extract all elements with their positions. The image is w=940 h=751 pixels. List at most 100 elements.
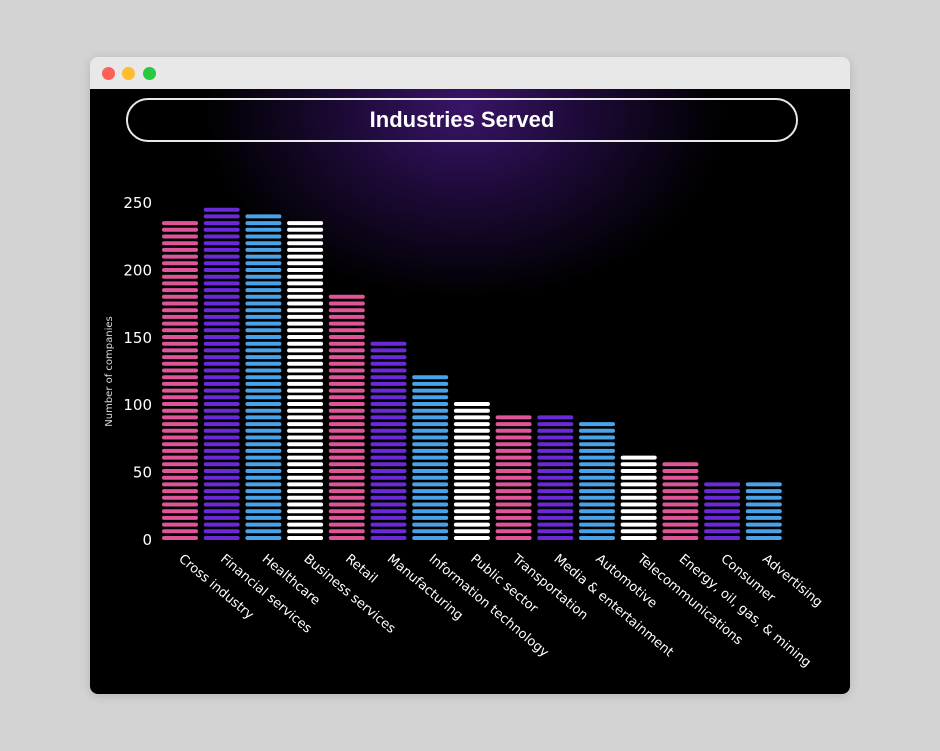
bar-segment bbox=[245, 395, 282, 400]
bar-segment bbox=[328, 482, 365, 487]
bar-segment bbox=[162, 515, 198, 520]
bar-segment bbox=[412, 415, 449, 420]
bar-segment bbox=[162, 522, 198, 527]
bar-segment bbox=[203, 274, 240, 279]
bar-segment bbox=[287, 341, 324, 346]
category-label: Manufacturing bbox=[384, 552, 466, 624]
bar-segment bbox=[662, 462, 699, 467]
bar-segment bbox=[328, 469, 365, 473]
bar-segment bbox=[328, 522, 365, 527]
bar-segment bbox=[162, 308, 198, 313]
bar-segment bbox=[704, 529, 741, 534]
bar-segment bbox=[745, 482, 782, 487]
bar-segment bbox=[245, 482, 282, 487]
bar-segment bbox=[245, 268, 282, 272]
bar-segment bbox=[203, 227, 240, 232]
bar bbox=[328, 294, 365, 540]
bar-segment bbox=[328, 428, 365, 433]
bar-segment bbox=[579, 502, 615, 507]
bar-segment bbox=[203, 247, 240, 252]
bar-segment bbox=[579, 422, 615, 427]
bar-segment bbox=[453, 415, 490, 420]
bar-segment bbox=[370, 509, 407, 514]
bar-segment bbox=[370, 375, 407, 380]
bar-segment bbox=[245, 221, 282, 226]
bar-segment bbox=[328, 335, 365, 339]
bar-segment bbox=[245, 455, 282, 460]
bar-segment bbox=[245, 254, 282, 259]
bar-segment bbox=[245, 381, 282, 386]
bar-segment bbox=[203, 355, 240, 360]
bar-segment bbox=[620, 522, 657, 527]
bar-segment bbox=[245, 308, 282, 313]
bar-segment bbox=[579, 455, 615, 460]
bar-segment bbox=[245, 515, 282, 520]
bar bbox=[662, 462, 699, 540]
bar-segment bbox=[203, 402, 240, 406]
bar-segment bbox=[453, 522, 490, 527]
y-axis-title: Number of companies bbox=[104, 316, 115, 426]
bar-segment bbox=[453, 422, 490, 427]
y-tick-label: 200 bbox=[123, 261, 152, 279]
bar-segment bbox=[287, 529, 324, 534]
bar-segment bbox=[162, 455, 198, 460]
bar-segment bbox=[662, 502, 699, 507]
bar-segment bbox=[203, 462, 240, 467]
bar bbox=[162, 221, 198, 540]
bar-segment bbox=[579, 482, 615, 487]
bar-segment bbox=[287, 462, 324, 467]
bar-segment bbox=[495, 522, 532, 527]
bar-segment bbox=[245, 227, 282, 232]
bar-segment bbox=[328, 442, 365, 447]
bar-segment bbox=[412, 515, 449, 520]
bar-segment bbox=[453, 489, 490, 494]
minimize-window-button[interactable] bbox=[122, 67, 135, 80]
bar-segment bbox=[412, 522, 449, 527]
bar-segment bbox=[412, 381, 449, 386]
bar-segment bbox=[495, 509, 532, 514]
close-window-button[interactable] bbox=[102, 67, 115, 80]
bar-segment bbox=[328, 388, 365, 393]
bar-segment bbox=[745, 489, 782, 494]
bar-segment bbox=[328, 502, 365, 507]
bar-segment bbox=[203, 408, 240, 413]
bar-segment bbox=[162, 415, 198, 420]
bar-segment bbox=[495, 482, 532, 487]
bar-segment bbox=[495, 435, 532, 440]
bar-segment bbox=[287, 455, 324, 460]
bar-segment bbox=[370, 361, 407, 366]
bar-segment bbox=[370, 355, 407, 360]
bar-segment bbox=[745, 529, 782, 534]
bar-segment bbox=[745, 536, 782, 540]
bar-segment bbox=[245, 408, 282, 413]
bar-segment bbox=[287, 375, 324, 380]
bar-segment bbox=[245, 301, 282, 306]
bar-segment bbox=[287, 281, 324, 286]
bar-segment bbox=[579, 469, 615, 473]
bar-segment bbox=[162, 509, 198, 514]
bar-segment bbox=[203, 455, 240, 460]
bar-segment bbox=[412, 529, 449, 534]
bar-segment bbox=[495, 442, 532, 447]
bar-segment bbox=[704, 522, 741, 527]
bar-segment bbox=[162, 328, 198, 333]
bar-segment bbox=[704, 536, 741, 540]
bar-segment bbox=[287, 301, 324, 306]
bar-segment bbox=[495, 536, 532, 540]
bar-segment bbox=[537, 462, 574, 467]
bar-segment bbox=[537, 529, 574, 534]
bar-segment bbox=[412, 395, 449, 400]
bar-segment bbox=[203, 388, 240, 393]
bar-segment bbox=[245, 241, 282, 246]
bar-segment bbox=[453, 462, 490, 467]
bar-segment bbox=[537, 515, 574, 520]
bar-segment bbox=[620, 475, 657, 480]
bar-segment bbox=[495, 469, 532, 473]
bar-segment bbox=[745, 522, 782, 527]
bar-segment bbox=[245, 415, 282, 420]
bar-segment bbox=[162, 408, 198, 413]
zoom-window-button[interactable] bbox=[143, 67, 156, 80]
bar-segment bbox=[203, 375, 240, 380]
bar-segment bbox=[162, 448, 198, 453]
bar-segment bbox=[245, 509, 282, 514]
